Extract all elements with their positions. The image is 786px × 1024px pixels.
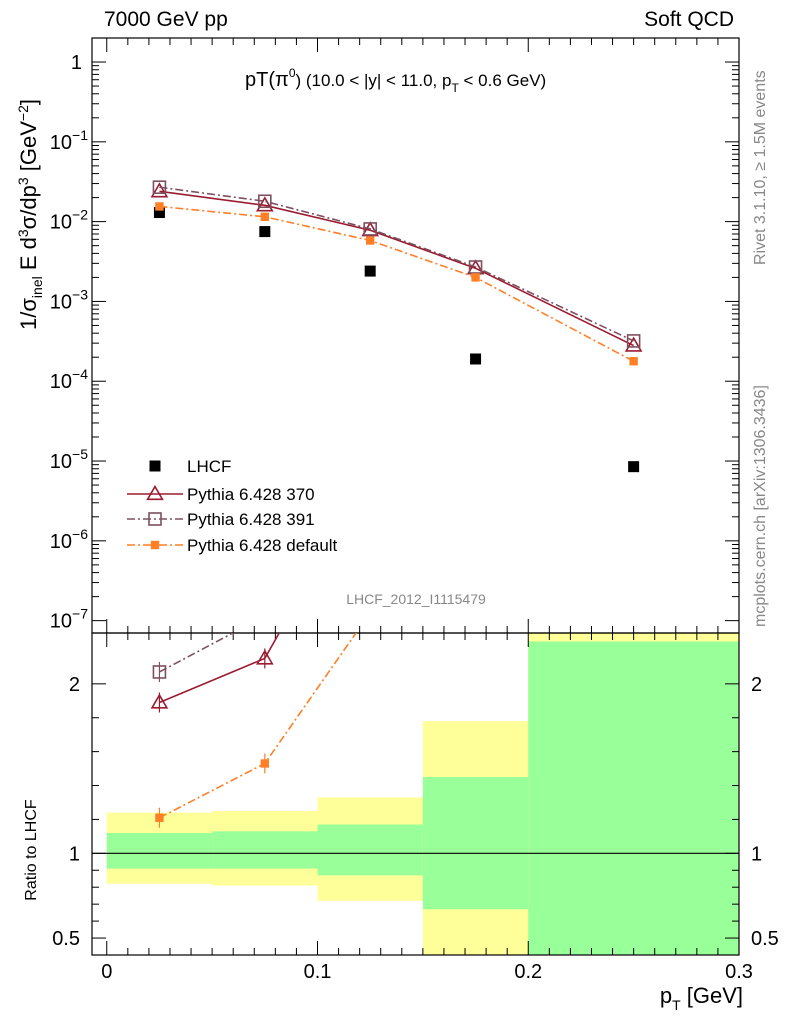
ratio-y-axis-label: Ratio to LHCF <box>23 799 40 901</box>
main-y-tick-label-4: 10−4 <box>50 366 88 393</box>
main-point-data-4 <box>628 461 640 473</box>
ratio-point-default-0 <box>155 813 164 822</box>
rivet-version-label: Rivet 3.1.10, ≥ 1.5M events <box>752 70 769 265</box>
main-point-default-0 <box>155 202 164 211</box>
main-point-data-0 <box>153 207 165 219</box>
legend-marker-default <box>150 540 160 550</box>
main-panel: 1 10−1 10−2 10−3 10−4 10−5 10−6 10−7 <box>50 37 740 634</box>
main-y-tick-label-7: 10−7 <box>50 606 88 633</box>
legend: LHCF Pythia 6.428 370 Pythia 6.428 391 Pyth… <box>127 457 338 555</box>
legend-marker-p370 <box>146 484 164 501</box>
ratio-series-default <box>155 633 357 828</box>
ratio-point-p391-0 <box>152 665 167 679</box>
main-series-data <box>153 207 640 473</box>
main-point-default-3 <box>471 273 480 282</box>
legend-label-data: LHCF <box>187 457 231 476</box>
main-point-p391-3 <box>468 260 483 274</box>
ratio-panel: 0.5 0.5 1 1 2 2 0 0.1 0.2 0.3 <box>52 632 779 983</box>
main-y-tick-label-1: 10−1 <box>50 127 88 154</box>
ratio-y-tick-label-0: 0.5 <box>52 928 80 950</box>
ratio-series-p370 <box>150 633 281 713</box>
main-series-default <box>155 202 638 366</box>
main-point-p391-4 <box>626 334 641 348</box>
x-tick-label-3: 0.3 <box>725 961 753 983</box>
band-inner-0 <box>106 832 213 869</box>
ratio-point-p370-0 <box>150 693 169 709</box>
main-point-data-3 <box>470 353 482 365</box>
ratio-y-tick-label-1: 1 <box>69 843 80 865</box>
main-point-data-1 <box>259 226 271 238</box>
main-point-data-2 <box>364 265 376 277</box>
main-series-line-default <box>159 205 635 362</box>
ratio-point-p370-1 <box>255 649 274 665</box>
x-axis-label: pT [GeV] <box>660 983 743 1013</box>
legend-label-default: Pythia 6.428 default <box>187 536 338 555</box>
band-inner-4 <box>528 641 739 955</box>
ratio-frame <box>91 632 740 956</box>
main-series-p391 <box>152 180 641 348</box>
main-series-line-p370 <box>159 190 634 347</box>
x-tick-label-1: 0.1 <box>304 961 332 983</box>
header-right: Soft QCD <box>644 8 734 31</box>
ratio-y-tick-label-2: 2 <box>69 674 80 696</box>
main-point-default-2 <box>365 236 375 245</box>
main-y-tick-label-5: 10−5 <box>50 446 88 473</box>
band-inner-1 <box>212 831 318 869</box>
ratio-series-line-default <box>159 633 357 819</box>
header-left: 7000 GeV pp <box>104 8 228 31</box>
x-tick-label-2: 0.2 <box>514 961 542 983</box>
main-point-p391-2 <box>363 222 377 236</box>
main-y-axis-label: 1/σinel E d3σ/dp3 [GeV−2] <box>15 99 45 330</box>
legend-marker-data <box>149 460 161 472</box>
main-point-p370-4 <box>624 336 643 352</box>
ratio-uncertainty-bands <box>106 633 739 955</box>
x-tick-label-0: 0 <box>101 961 112 983</box>
ratio-y-tick-label-right-1: 1 <box>751 843 762 865</box>
ratio-point-default-1 <box>260 759 270 768</box>
main-point-default-4 <box>629 357 638 366</box>
ratio-y-tick-label-right-2: 2 <box>751 674 762 696</box>
main-series-p370 <box>150 182 643 352</box>
legend-marker-p391 <box>148 512 162 526</box>
main-point-p391-1 <box>258 194 272 209</box>
ratio-series-line-p391 <box>159 633 235 673</box>
legend-label-p391: Pythia 6.428 391 <box>187 510 315 529</box>
ratio-series-p391 <box>152 633 235 682</box>
main-y-tick-label-3: 10−3 <box>50 286 88 313</box>
main-point-p391-0 <box>152 180 167 195</box>
main-y-tick-label-2: 10−2 <box>50 207 88 234</box>
main-plot-title: pT(π0) (10.0 < |y| < 11.0, pT < 0.6 GeV) <box>245 66 546 95</box>
main-point-p370-1 <box>255 196 274 212</box>
mcplots-label: mcplots.cern.ch [arXiv:1306.3436] <box>752 385 769 627</box>
main-y-tick-label-6: 10−6 <box>50 526 88 553</box>
analysis-watermark: LHCF_2012_I1115479 <box>346 591 486 607</box>
main-y-tick-label-0: 1 <box>71 52 82 74</box>
ratio-y-tick-label-right-0: 0.5 <box>751 928 779 950</box>
main-point-default-1 <box>260 212 270 221</box>
main-series-line-p391 <box>159 186 634 342</box>
band-inner-3 <box>422 777 529 910</box>
legend-label-p370: Pythia 6.428 370 <box>187 485 315 504</box>
main-point-p370-0 <box>150 182 169 198</box>
band-inner-2 <box>317 824 423 876</box>
